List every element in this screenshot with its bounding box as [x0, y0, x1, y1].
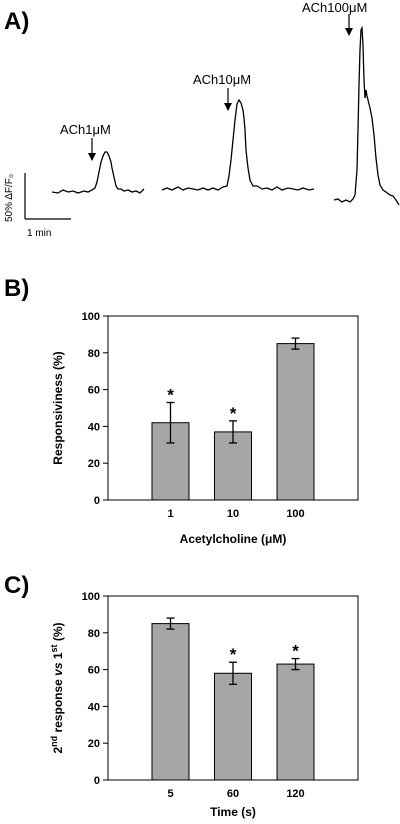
chart-1-bar-1	[214, 672, 252, 781]
arrow-head-2	[224, 103, 232, 111]
arrow-head-3	[345, 28, 353, 36]
chart-1-y-tick-label-5: 100	[82, 591, 100, 603]
chart-0-x-tick-label-0: 1	[167, 508, 173, 520]
chart-0-y-tick-label-4: 80	[88, 348, 100, 360]
chart-1-bar-0	[151, 623, 190, 781]
chart-1-y-axis-label-part-5: st	[49, 644, 59, 652]
chart-0-y-tick-label-3: 60	[88, 385, 100, 397]
chart-0-y-tick-label-1: 20	[88, 458, 100, 470]
chart-0-x-axis-label: Acetylcholine (μM)	[180, 532, 287, 546]
chart-1-y-axis-label-part-6: (%)	[51, 622, 65, 644]
chart-0-x-tick-label-2: 100	[286, 508, 304, 520]
chart-1-y-axis-label-part-4: 1	[51, 652, 65, 662]
trace-label-ach-100uM: ACh100μM	[302, 0, 367, 15]
chart-1-bar-2	[276, 663, 315, 781]
chart-1-significance-marker-1: *	[230, 645, 237, 664]
chart-1-y-axis-label-part-2: response	[51, 676, 65, 736]
panel-b-letter: B)	[4, 275, 29, 302]
chart-0-significance-marker-0: *	[167, 385, 174, 404]
arrow-head-1	[88, 153, 96, 161]
chart-1-x-tick-label-1: 60	[227, 788, 239, 800]
chart-0-significance-marker-1: *	[230, 404, 237, 423]
chart-1-y-tick-label-4: 80	[88, 628, 100, 640]
trace-ach-100uM	[333, 25, 400, 206]
trace-ach-1uM	[51, 151, 145, 194]
chart-1-y-tick-label-1: 20	[88, 738, 100, 750]
chart-0-y-axis-label: Responsiviness (%)	[51, 351, 65, 464]
chart-0-y-tick-label-5: 100	[82, 311, 100, 323]
chart-0-y-tick-label-0: 0	[94, 495, 100, 507]
chart-0-x-tick-label-1: 10	[227, 508, 239, 520]
trace-ach-10uM	[161, 98, 315, 191]
chart-1-x-axis-label: Time (s)	[210, 805, 256, 819]
chart-1-significance-marker-2: *	[292, 642, 299, 661]
chart-0-bar-2	[276, 343, 315, 501]
trace-label-ach-1uM: ACh1μM	[60, 122, 111, 137]
chart-1-y-axis-label-part-1: nd	[49, 736, 59, 747]
chart-1-y-axis-label-part-0: 2	[51, 747, 65, 754]
chart-responsiveness: 0 20 40 60 80 100 * 1 * 10 100 Acetylcholine (μM) Re…	[51, 311, 359, 546]
chart-1-y-axis-label-part-3: vs	[51, 662, 65, 676]
panel-a-letter: A)	[4, 8, 29, 35]
scale-y-label: 50% ΔF/F₀	[4, 174, 15, 222]
chart-0-y-tick-label-2: 40	[88, 421, 100, 433]
chart-1-y-tick-label-2: 40	[88, 701, 100, 713]
chart-1-y-axis-label: 2nd response vs 1st (%)	[49, 622, 65, 753]
chart-1-y-tick-label-0: 0	[94, 775, 100, 787]
panel-c-letter: C)	[4, 572, 29, 599]
scale-x-label: 1 min	[27, 228, 51, 239]
trace-label-ach-10uM: ACh10μM	[193, 72, 251, 87]
chart-1-x-tick-label-2: 120	[286, 788, 304, 800]
chart-second-response: 0 20 40 60 80 100 5 * 60 * 120 Time (s) 2nd response…	[49, 591, 359, 819]
chart-1-x-tick-label-0: 5	[167, 788, 173, 800]
chart-1-y-tick-label-3: 60	[88, 665, 100, 677]
